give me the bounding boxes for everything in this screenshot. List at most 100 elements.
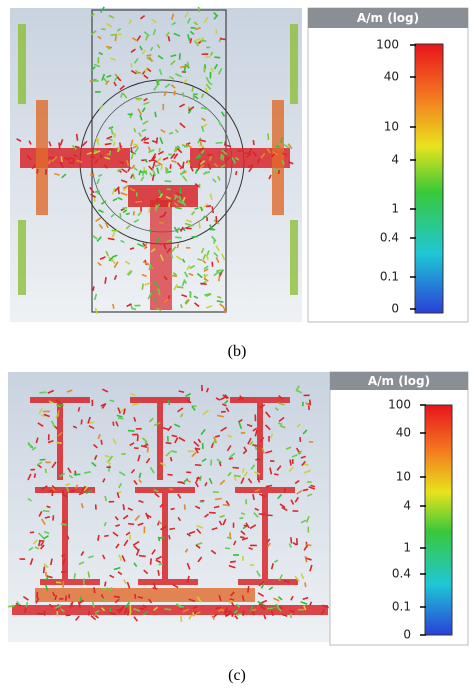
field-arrow <box>25 601 29 607</box>
field-arrow <box>246 423 253 428</box>
field-arrow <box>108 138 113 142</box>
colorbar-tick-label: 0.4 <box>380 231 399 245</box>
field-arrow <box>305 402 311 407</box>
field-arrow <box>242 468 245 473</box>
field-arrow <box>142 610 149 616</box>
field-arrow <box>37 422 44 428</box>
field-arrow <box>202 170 210 175</box>
field-arrow <box>23 608 27 614</box>
field-arrow <box>133 562 138 568</box>
field-arrow <box>278 574 283 582</box>
field-arrow <box>204 513 209 518</box>
field-arrow <box>257 592 265 597</box>
field-arrow <box>133 545 140 552</box>
field-arrow <box>216 414 224 418</box>
field-arrow <box>156 80 159 86</box>
field-arrow <box>194 207 199 210</box>
field-arrow <box>52 592 56 597</box>
field-arrow <box>249 563 255 567</box>
field-arrow <box>222 403 227 407</box>
field-arrow <box>143 101 150 106</box>
field-arrow <box>101 587 109 591</box>
field-arrow <box>181 199 187 207</box>
field-arrow <box>117 417 124 420</box>
field-arrow <box>265 450 273 454</box>
field-arrow <box>281 506 288 512</box>
field-arrow <box>90 615 97 621</box>
field-arrow <box>114 516 119 521</box>
field-arrow <box>122 514 129 520</box>
field-arrow <box>197 137 202 144</box>
field-arrow <box>294 496 300 503</box>
field-arrow <box>97 35 102 40</box>
field-arrow <box>87 571 91 578</box>
field-arrow <box>216 269 222 272</box>
field-arrow <box>105 80 110 86</box>
field-arrow <box>281 613 288 617</box>
field-arrow <box>275 144 280 148</box>
field-arrow <box>100 607 106 612</box>
field-arrow <box>176 162 182 168</box>
field-arrow <box>291 454 298 458</box>
field-arrow <box>27 441 33 449</box>
field-arrow <box>292 542 298 546</box>
field-arrow <box>91 234 98 240</box>
field-arrow <box>51 486 56 492</box>
field-arrow <box>141 49 146 55</box>
field-arrow <box>46 575 53 579</box>
field-arrow <box>205 83 212 90</box>
field-arrow <box>116 76 122 82</box>
field-arrow <box>102 554 106 560</box>
field-arrow <box>94 158 99 164</box>
field-arrow <box>210 443 214 449</box>
field-arrow <box>26 154 32 161</box>
field-arrow <box>137 108 143 115</box>
field-arrow <box>194 168 199 174</box>
field-arrow <box>183 66 187 73</box>
field-arrow <box>101 200 107 205</box>
field-arrow <box>213 505 220 509</box>
field-arrow <box>159 137 164 145</box>
field-arrow <box>189 30 195 36</box>
field-arrow <box>28 140 32 145</box>
field-arrow <box>101 73 106 81</box>
field-arrow <box>89 186 95 194</box>
field-arrow <box>143 74 149 80</box>
field-arrow <box>55 398 62 405</box>
panel-label: (b) <box>228 343 247 360</box>
field-arrow <box>191 451 197 458</box>
field-arrow <box>208 477 213 485</box>
colorbar-tick-label: 0.1 <box>392 600 411 614</box>
field-arrow <box>112 531 119 537</box>
field-arrow <box>44 515 51 519</box>
field-arrow <box>239 536 245 539</box>
field-arrow <box>322 604 329 609</box>
field-arrow <box>203 16 209 24</box>
field-arrow <box>263 614 267 620</box>
field-arrow <box>167 35 171 42</box>
field-arrow <box>156 44 161 49</box>
field-arrow <box>247 478 253 484</box>
field-arrow <box>83 485 89 492</box>
field-arrow <box>107 464 111 472</box>
field-arrow <box>94 609 100 614</box>
field-arrow <box>37 464 42 469</box>
field-arrow <box>230 587 236 592</box>
field-arrow <box>61 173 67 179</box>
field-arrow <box>215 606 222 610</box>
field-arrow <box>129 247 135 251</box>
field-arrow <box>125 224 131 230</box>
field-arrow <box>195 153 201 160</box>
field-arrow <box>130 139 134 147</box>
field-arrow <box>199 141 203 146</box>
field-arrow <box>177 493 182 499</box>
field-arrow <box>59 138 64 146</box>
field-arrow <box>143 569 149 575</box>
field-arrow <box>164 180 172 183</box>
field-arrow <box>197 258 203 262</box>
field-arrow <box>120 207 125 212</box>
field-arrow <box>232 466 239 469</box>
field-arrow <box>189 38 193 44</box>
field-arrow <box>224 394 230 400</box>
field-arrow <box>127 270 133 276</box>
